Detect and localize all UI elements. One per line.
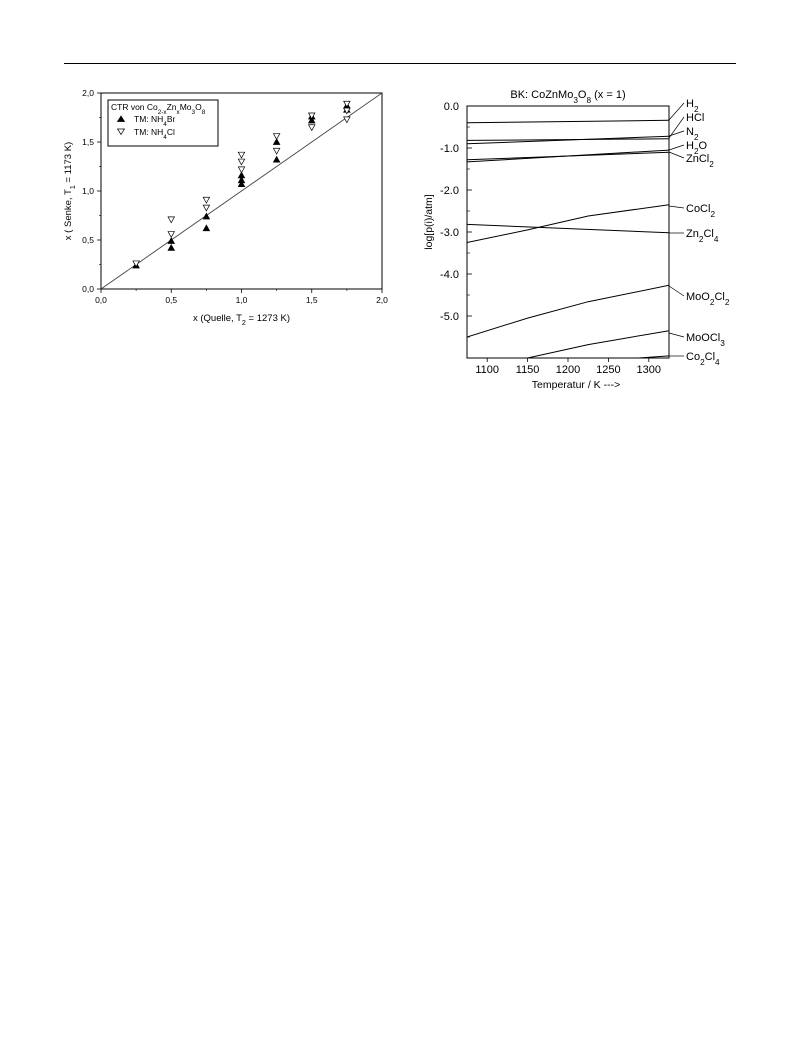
x-tick-label: 1150: [516, 364, 540, 376]
y-tick-label: 1,0: [82, 186, 94, 196]
y-tick-label: 0.0: [444, 101, 459, 113]
legend-marker-nh4cl: [116, 128, 126, 136]
x-tick-label: 1200: [556, 364, 580, 376]
y-tick-label: -2.0: [440, 185, 459, 197]
series-label: CoCl2: [686, 203, 715, 219]
nh4br-data-point: [307, 116, 316, 124]
series-line: [467, 223, 669, 234]
series-line: [467, 204, 669, 243]
nh4cl-data-point: [132, 260, 140, 268]
nh4cl-data-point: [167, 231, 176, 239]
y-tick-label: 0,5: [82, 235, 94, 245]
nh4cl-data-point: [167, 216, 176, 224]
y-axis-label: x ( Senke, T1 = 1173 K): [63, 142, 77, 240]
series-line: [467, 284, 669, 338]
nh4cl-data-point: [272, 133, 281, 141]
leader-line: [668, 151, 685, 159]
nh4cl-data-point: [343, 116, 351, 124]
series-line: [467, 119, 669, 124]
series-lines: [467, 119, 669, 358]
y-tick-label: 0,0: [82, 284, 94, 294]
nh4cl-data-point: [202, 204, 211, 212]
nh4br-data-point: [237, 180, 246, 188]
y-tick-label: -4.0: [440, 269, 459, 281]
series-label: Co2Cl4: [686, 351, 720, 367]
chart-title: BK: CoZnMo3O8 (x = 1): [510, 89, 625, 105]
legend-title: CTR von Co2-xZnxMo3O8: [111, 102, 206, 116]
series-label: MoOCl3: [686, 332, 725, 348]
series-line: [467, 149, 669, 163]
nh4cl-data-point: [237, 166, 246, 174]
series-label: H2O: [686, 140, 708, 156]
series-line: [467, 135, 669, 145]
leader-line: [668, 332, 685, 338]
series-line: [467, 151, 669, 161]
series-label: Zn2Cl4: [686, 228, 719, 244]
series-label: HCl: [686, 112, 704, 124]
series-label: MoO2Cl2: [686, 291, 730, 307]
leader-line: [668, 102, 685, 121]
series-label: N2: [686, 126, 699, 142]
leader-line: [668, 205, 685, 209]
x-tick-label: 1100: [475, 364, 499, 376]
nh4br-data-point: [272, 138, 281, 145]
series-line: [467, 138, 669, 141]
y-tick-label: 2,0: [82, 88, 94, 98]
nh4br-data-point: [202, 224, 211, 232]
nh4cl-data-point: [307, 124, 316, 132]
series-label: ZnCl2: [686, 153, 714, 169]
legend-label-nh4cl: TM: NH4Cl: [134, 127, 175, 141]
x-tick-label: 1300: [637, 364, 661, 376]
header-rule: [64, 63, 736, 64]
x-tick-label: 1250: [596, 364, 620, 376]
leader-line: [668, 116, 685, 139]
x-tick-label: 1,5: [306, 295, 318, 305]
diagonal-reference-line: [100, 92, 383, 290]
x-tick-label: 0,0: [95, 295, 107, 305]
nh4cl-data-point: [343, 107, 351, 115]
nh4cl-data-point: [237, 151, 246, 159]
leader-line: [668, 285, 685, 297]
plot-frame: [466, 105, 670, 359]
x-axis-label: Temperatur / K --->: [532, 379, 620, 391]
x-axis-label: x (Quelle, T2 = 1273 K): [193, 313, 290, 327]
legend-marker-nh4br: [116, 115, 126, 122]
y-tick-label: -1.0: [440, 143, 459, 155]
nh4cl-data-point: [237, 158, 246, 166]
leader-line: [668, 130, 685, 137]
nh4br-data-point: [237, 171, 246, 179]
y-tick-label: 1,5: [82, 137, 94, 147]
legend-box: [107, 99, 219, 147]
scatter-chart: 0,0 0,5 1,0 1,5 2,0 0,0 0,5 1,0 1,5 2,0 x (Quelle,…: [63, 88, 388, 327]
nh4cl-data-point: [307, 112, 316, 120]
nh4cl-data-point: [202, 196, 211, 204]
series-line: [631, 355, 669, 358]
y-axis-label: log[p(i)/atm]: [423, 194, 435, 250]
nh4cl-data-point: [343, 100, 351, 108]
nh4br-data-point: [237, 176, 246, 184]
nh4cl-data-point: [272, 147, 281, 155]
x-tick-label: 2,0: [376, 295, 388, 305]
y-tick-label: -5.0: [440, 311, 459, 323]
x-tick-label: 1,0: [236, 295, 248, 305]
legend-label-nh4br: TM: NH4Br: [134, 114, 175, 128]
series-label: H2: [686, 98, 699, 114]
y-tick-label: -3.0: [440, 227, 459, 239]
x-tick-label: 0,5: [165, 295, 177, 305]
nh4br-data-point: [167, 237, 176, 244]
nh4br-data-point: [167, 243, 176, 251]
series-line: [527, 330, 669, 358]
leader-line: [668, 144, 685, 151]
nh4br-data-point: [202, 212, 211, 220]
nh4br-data-point: [272, 155, 281, 163]
